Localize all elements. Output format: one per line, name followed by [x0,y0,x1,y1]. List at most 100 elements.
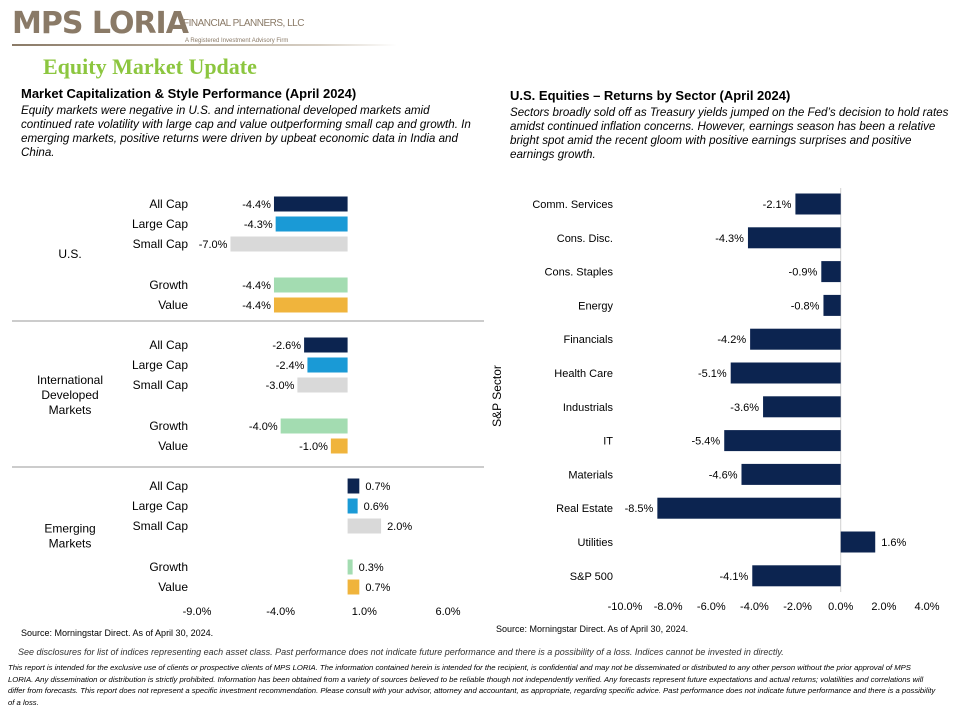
bar-all-cap [347,478,360,494]
bar-value-label: -4.4% [242,199,271,211]
sector-bar [823,294,841,316]
sector-bar [741,463,841,485]
logo-wordmark: MPS LORIA [12,6,189,41]
right-source-note: Source: Morningstar Direct. As of April … [496,624,689,634]
bar-value-label: -5.4% [691,436,720,448]
bar-value-label: 0.7% [365,481,390,493]
sector-label: Real Estate [556,503,613,515]
sector-bar [657,497,841,519]
group-label: Markets [49,403,92,417]
left-chart-title: Market Capitalization & Style Performanc… [21,86,357,101]
right-chart-title: U.S. Equities – Returns by Sector (April… [510,88,791,103]
bar-value-label: -4.4% [242,300,271,312]
logo-tagline: A Registered Investment Advisory Firm [185,38,289,44]
logo-subtitle: FINANCIAL PLANNERS, LLC [183,18,304,29]
y-axis-label: S&P Sector [490,365,504,427]
sector-bar [763,396,841,418]
x-tick-label: -2.0% [783,601,812,613]
bar-category-label: All Cap [149,479,188,493]
x-tick-label: 2.0% [871,601,896,613]
bar-category-label: Large Cap [132,217,188,231]
bar-growth [273,277,348,293]
bar-small-cap [230,236,348,252]
sector-bar [752,565,841,587]
sector-label: IT [603,436,613,448]
bar-large-cap [307,357,348,373]
bar-value-label: -8.5% [625,503,654,515]
bar-value [330,438,348,454]
sector-bar [840,531,876,553]
bar-value-label: 2.0% [387,521,412,533]
bar-value-label: -3.0% [266,380,295,392]
x-tick-label: -6.0% [697,601,726,613]
x-tick-label: 4.0% [914,601,939,613]
sector-bar [747,227,841,249]
bar-category-label: All Cap [149,338,188,352]
group-label: International [37,373,103,387]
x-tick-label: 0.0% [828,601,853,613]
bar-category-label: Growth [149,419,188,433]
bar-all-cap [273,196,348,212]
sector-label: Health Care [554,368,613,380]
bar-value [273,297,348,313]
sector-label: Energy [578,300,613,312]
sector-bar [795,193,841,215]
bar-value-label: -5.1% [698,368,727,380]
bar-small-cap [347,518,382,534]
bar-value-label: -4.6% [709,469,738,481]
bar-category-label: Small Cap [133,378,189,392]
bar-growth [280,418,348,434]
sector-label: Utilities [578,537,614,549]
sector-returns-chart: Comm. Services -2.1% Cons. Disc. -4.3% Cons.… [490,188,940,613]
bar-value-label: -4.0% [249,421,278,433]
bar-category-label: Large Cap [132,499,188,513]
sector-bar [724,430,841,452]
bar-value-label: -4.2% [717,334,746,346]
x-tick-label: -9.0% [183,606,212,618]
bar-value-label: -7.0% [199,239,228,251]
sector-bar [821,261,841,283]
bar-large-cap [347,498,358,514]
bar-value-label: -2.1% [763,199,792,211]
bar-category-label: All Cap [149,197,188,211]
bar-value-label: 1.6% [881,537,906,549]
sector-bar [730,362,841,384]
x-tick-label: -10.0% [608,601,643,613]
left-source-note: Source: Morningstar Direct. As of April … [21,628,214,638]
x-tick-label: 1.0% [352,606,377,618]
sector-label: Cons. Disc. [557,233,613,245]
group-label: Developed [41,388,98,402]
bar-value-label: -4.3% [715,233,744,245]
page-title: Equity Market Update [43,54,257,79]
left-description: Equity markets were negative in U.S. and… [21,104,471,159]
bar-value-label: -0.9% [789,267,818,279]
sector-label: Financials [563,334,613,346]
bar-category-label: Small Cap [133,519,189,533]
bar-growth [347,559,353,575]
sector-label: Comm. Services [532,199,613,211]
x-tick-label: 6.0% [435,606,460,618]
bar-value-label: 0.3% [359,562,384,574]
bar-category-label: Growth [149,278,188,292]
bar-category-label: Value [158,439,188,453]
bar-large-cap [275,216,348,232]
group-label: U.S. [58,247,81,261]
bar-category-label: Large Cap [132,358,188,372]
sector-label: Industrials [563,402,614,414]
bar-value-label: -0.8% [791,300,820,312]
bar-value-label: -2.6% [272,340,301,352]
bar-category-label: Small Cap [133,237,189,251]
bar-value-label: -2.4% [276,360,305,372]
sector-label: Cons. Staples [545,267,614,279]
x-tick-label: -4.0% [266,606,295,618]
sector-label: Materials [568,469,613,481]
bar-value-label: -4.4% [242,280,271,292]
x-tick-label: -8.0% [654,601,683,613]
bar-value-label: -1.0% [299,441,328,453]
logo-divider [12,44,397,46]
bar-value-label: -4.3% [244,219,273,231]
right-description: Sectors broadly sold off as Treasury yie… [510,106,949,161]
sector-bar [750,328,841,350]
sector-label: S&P 500 [570,571,613,583]
group-label: Emerging [44,522,95,536]
